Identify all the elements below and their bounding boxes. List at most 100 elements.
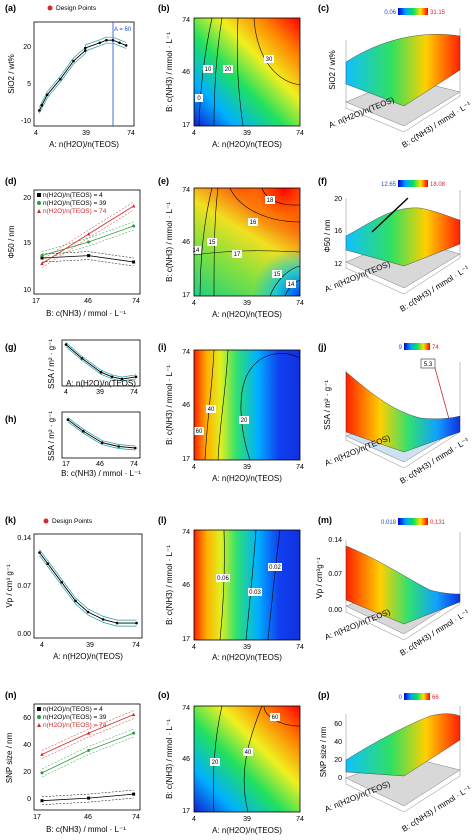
- confidence-band: [41, 789, 134, 797]
- plot-frame: [61, 411, 141, 459]
- z-axis-label: Φ50 / nm: [323, 219, 332, 252]
- ytick: 10: [23, 287, 31, 294]
- response-surface: [345, 371, 461, 453]
- data-point: [66, 418, 70, 422]
- confidence-band: [65, 346, 137, 382]
- data-point: [110, 375, 114, 379]
- panel-l: (l) 0.06 0.03 0.02 4 39 74 17 46 74 A: n…: [158, 515, 304, 662]
- ztick: 16: [334, 228, 342, 235]
- data-point: [132, 260, 136, 264]
- plot-a-marks: [38, 36, 128, 114]
- xtick: 46: [84, 814, 92, 821]
- x-axis-label: B: c(NH3) / mmol · L⁻¹: [61, 469, 141, 478]
- annotation-label: 5.3: [424, 362, 433, 368]
- legend-marker: [37, 209, 41, 213]
- panel-l-tag: (l): [158, 515, 167, 525]
- contour-label: 14: [288, 282, 295, 288]
- fit-line: [65, 344, 137, 380]
- contour-label: 16: [250, 220, 257, 226]
- y-axis-label: SNP size / nm: [5, 732, 14, 783]
- contour-label: 17: [234, 252, 241, 258]
- xtick: 39: [96, 389, 104, 396]
- contour-label: 40: [208, 407, 215, 413]
- panel-p: (p) 0 66 0 20 40 60 SNP size / nm A: n(H…: [318, 690, 473, 834]
- data-point: [132, 224, 136, 228]
- data-point: [87, 748, 91, 752]
- colorbar-max: 18.08: [430, 182, 446, 188]
- z-axis-label: SSA / m² · g⁻¹: [323, 380, 332, 430]
- data-point: [84, 46, 87, 50]
- plot-h-marks: [66, 417, 137, 451]
- x-axis-label: B: c(NH3) / mmol · L⁻¹: [46, 825, 126, 834]
- colorbar: [404, 343, 430, 350]
- response-surface: [345, 713, 461, 777]
- colorbar-min: 0.06: [384, 10, 396, 16]
- panel-m: (m) 0.018 0.131 0.00 0.07 0.14 Vp / cm³g…: [315, 515, 471, 658]
- xtick: 17: [33, 814, 41, 821]
- panel-n: (n) n(H2O)/n(TEOS) = 4 n(H2O)/n(TEOS) = …: [5, 690, 141, 834]
- contour-label-box: [232, 250, 242, 258]
- data-point: [74, 599, 77, 603]
- ytick: 17: [182, 292, 190, 299]
- contour-label-box: [265, 196, 275, 204]
- y-axis-label: SSA / m² · g⁻¹: [47, 411, 56, 461]
- plot-d-marks: [40, 201, 136, 268]
- ytick: 74: [182, 529, 190, 536]
- xtick: 74: [132, 642, 140, 649]
- xtick: 74: [132, 814, 140, 821]
- z-axis-label: Vp / cm³g⁻¹: [315, 557, 324, 598]
- ytick: 20: [23, 769, 31, 776]
- ytick: 20: [23, 195, 31, 202]
- contour-line: [217, 349, 229, 461]
- contour-label: 18: [267, 198, 274, 204]
- xtick: 4: [192, 816, 196, 823]
- data-point: [87, 796, 91, 800]
- contour-line: [236, 17, 244, 127]
- contour-label-box: [216, 574, 230, 582]
- contour-line: [213, 17, 223, 127]
- data-point: [40, 771, 44, 775]
- contour-line: [198, 17, 213, 127]
- data-point: [99, 370, 103, 374]
- plot-g-marks: [64, 342, 138, 382]
- data-point: [45, 93, 49, 97]
- ytick: 46: [182, 402, 190, 409]
- surface-box: [345, 28, 461, 133]
- legend-label: n(H2O)/n(TEOS) = 39: [43, 200, 107, 207]
- confidence-band: [41, 201, 134, 260]
- y-axis-label: B: c(NH3) / mmol · L⁻¹: [165, 32, 174, 112]
- confidence-band: [38, 42, 127, 114]
- contour-label: 60: [272, 715, 279, 721]
- xtick: 74: [296, 130, 304, 137]
- plot-frame: [33, 21, 135, 127]
- ytick: 40: [23, 742, 31, 749]
- response-surface: [345, 545, 461, 625]
- colorbar-max: 66: [432, 695, 439, 701]
- x-axis-label: A: n(H2O)/n(TEOS): [212, 310, 282, 319]
- confidence-band: [65, 342, 137, 378]
- ytick: 74: [182, 705, 190, 712]
- xtick: 39: [86, 642, 94, 649]
- data-point: [115, 621, 119, 625]
- panel-n-tag: (n): [5, 690, 17, 700]
- panel-b-tag: (b): [158, 3, 170, 13]
- ytick: 17: [182, 636, 190, 643]
- xtick: 39: [243, 300, 251, 307]
- panel-g: (g) 4 39 74 A: n(H2O)/n(TEOS) SSA / m² ·…: [5, 339, 141, 396]
- contour-label: 15: [209, 240, 216, 246]
- panel-o-tag: (o): [158, 690, 170, 700]
- confidence-band: [39, 555, 137, 627]
- contour-label-box: [248, 588, 262, 596]
- contour-label-box: [195, 94, 203, 102]
- plot-frame: [193, 187, 301, 297]
- x-axis-label: A: n(H2O)/n(TEOS): [66, 379, 136, 388]
- y-axis-label: SSA / m² · g⁻¹: [47, 339, 56, 389]
- contour-label: 0.02: [269, 565, 281, 571]
- contour-label-box: [248, 218, 258, 226]
- xtick: 17: [62, 461, 70, 468]
- response-surface: [345, 207, 461, 267]
- data-point: [80, 357, 84, 360]
- contour-label-box: [207, 238, 217, 246]
- confidence-band: [41, 728, 134, 770]
- xtick: 74: [296, 644, 304, 651]
